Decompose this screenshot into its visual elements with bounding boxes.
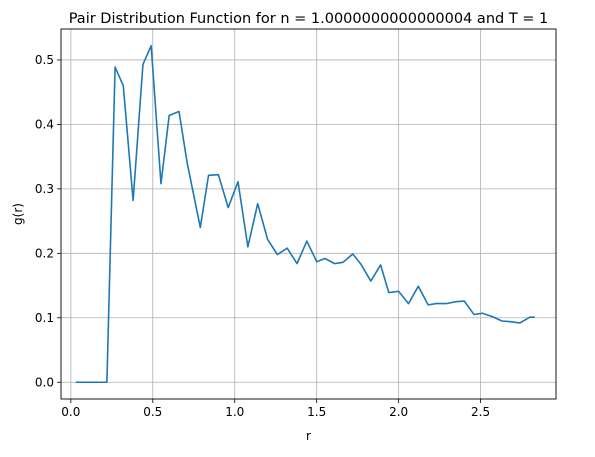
y-tick-label: 0.1 — [35, 311, 54, 325]
y-tick-label: 0.5 — [35, 53, 54, 67]
y-tick-label: 0.3 — [35, 182, 54, 196]
x-tick-label: 1.5 — [307, 405, 326, 419]
x-tick-label: 2.5 — [471, 405, 490, 419]
x-tick-label: 2.0 — [389, 405, 408, 419]
y-axis-label: g(r) — [11, 203, 25, 225]
axes-frame — [60, 28, 557, 400]
y-tick-label: 0.2 — [35, 247, 54, 261]
y-tick-label: 0.0 — [35, 376, 54, 390]
x-tick-label: 0.5 — [143, 405, 162, 419]
chart-title: Pair Distribution Function for n = 1.000… — [69, 11, 549, 27]
x-axis-label: r — [306, 429, 311, 443]
series-line — [75, 44, 535, 384]
ticks: 0.0 0.5 1.0 1.5 2.0 2.5 0.0 0.1 0.2 0.3 0.4 0.5 — [35, 53, 490, 419]
x-tick-label: 0.0 — [61, 405, 80, 419]
series-layer — [75, 44, 535, 384]
y-tick-label: 0.4 — [35, 118, 54, 132]
x-tick-label: 1.0 — [225, 405, 244, 419]
grid — [61, 29, 556, 399]
